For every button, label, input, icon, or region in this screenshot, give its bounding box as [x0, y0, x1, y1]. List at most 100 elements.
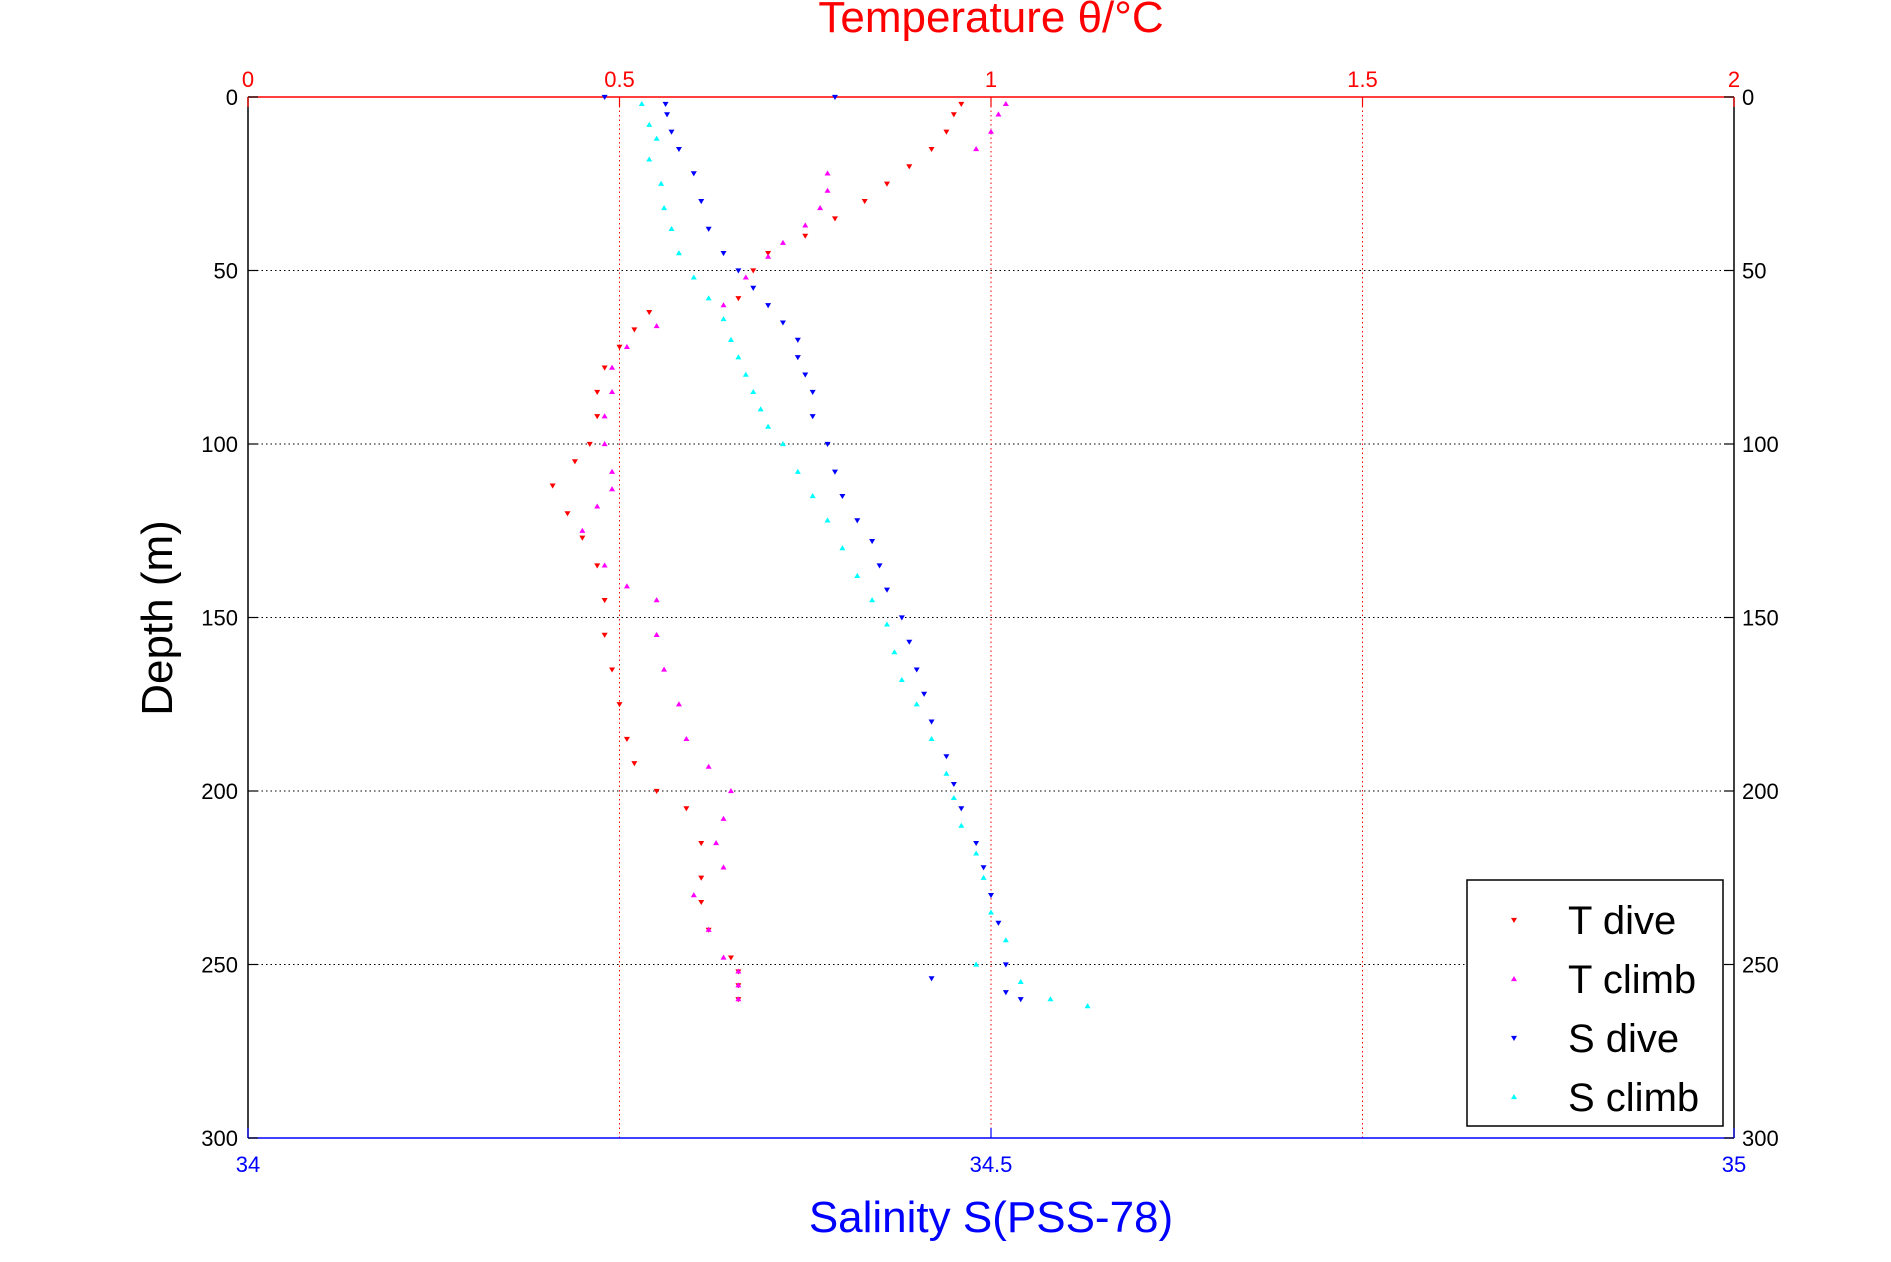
data-point	[913, 667, 920, 673]
legend-label: S climb	[1568, 1076, 1699, 1120]
data-point	[661, 205, 668, 211]
data-point	[601, 441, 608, 447]
data-point	[831, 216, 838, 222]
data-point	[928, 976, 935, 982]
data-marks	[549, 94, 1091, 1009]
data-point	[586, 441, 593, 447]
data-point	[623, 583, 630, 589]
legend-label: S dive	[1568, 1017, 1679, 1061]
data-point	[958, 806, 965, 812]
data-point	[883, 621, 890, 627]
data-point	[705, 295, 712, 301]
data-point	[594, 503, 601, 509]
data-point	[675, 250, 682, 256]
data-point	[623, 736, 630, 742]
depth-tick-label-right: 150	[1742, 606, 1779, 631]
data-point	[950, 112, 957, 118]
data-point	[750, 388, 757, 395]
data-point	[720, 302, 727, 308]
data-point	[802, 222, 809, 228]
temperature-tick-label: 0.5	[604, 67, 635, 92]
data-point	[742, 371, 749, 377]
depth-tick-label-right: 0	[1742, 85, 1754, 110]
data-point	[861, 199, 868, 205]
legend-label: T climb	[1568, 958, 1696, 1002]
data-point	[824, 170, 831, 176]
data-point	[750, 268, 757, 274]
data-point	[802, 233, 809, 239]
data-point	[943, 770, 950, 776]
data-point	[653, 135, 660, 141]
data-point	[675, 701, 682, 707]
data-point	[928, 735, 935, 742]
data-point	[779, 239, 786, 245]
data-point	[898, 676, 905, 683]
data-point	[794, 337, 801, 343]
data-point	[594, 414, 601, 420]
data-point	[928, 719, 935, 725]
data-point	[653, 597, 660, 603]
data-point	[698, 199, 705, 205]
data-point	[883, 587, 890, 593]
data-point	[950, 781, 957, 788]
data-point	[735, 996, 742, 1002]
depth-tick-label-left: 100	[201, 432, 238, 457]
data-point	[817, 205, 824, 211]
data-point	[601, 413, 608, 419]
data-point	[664, 112, 671, 118]
data-point	[973, 961, 980, 967]
data-point	[720, 316, 727, 322]
data-point	[735, 354, 742, 360]
data-point	[854, 518, 861, 524]
data-point	[913, 701, 920, 707]
data-point	[631, 761, 638, 767]
data-point	[980, 874, 987, 880]
data-point	[646, 156, 653, 162]
data-point	[698, 899, 705, 906]
data-point	[579, 535, 586, 541]
series-s-dive	[601, 94, 1024, 1003]
data-point	[943, 129, 950, 135]
data-point	[779, 441, 786, 447]
data-point	[757, 406, 764, 412]
data-point	[794, 468, 801, 474]
data-point	[839, 545, 846, 551]
data-point	[727, 788, 734, 794]
data-point	[609, 364, 616, 370]
data-point	[1047, 996, 1054, 1002]
data-point	[713, 840, 720, 846]
data-point	[891, 649, 898, 655]
data-point	[943, 754, 950, 760]
data-point	[653, 631, 660, 637]
chart-title: Temperature θ/°C	[818, 0, 1163, 42]
series-t-climb	[579, 100, 1009, 1002]
data-point	[906, 164, 913, 170]
data-point	[906, 639, 913, 645]
data-point	[601, 632, 608, 638]
depth-tick-label-left: 0	[226, 85, 238, 110]
data-point	[809, 414, 816, 420]
depth-tick-label-right: 300	[1742, 1126, 1779, 1151]
data-point	[869, 539, 876, 545]
grid	[248, 97, 1734, 1138]
data-point	[690, 892, 697, 898]
data-point	[662, 101, 669, 107]
data-point	[973, 146, 980, 152]
data-point	[802, 372, 809, 378]
data-point	[705, 763, 712, 769]
data-point	[1017, 997, 1024, 1003]
data-point	[995, 920, 1002, 926]
data-point	[601, 598, 608, 604]
data-point	[750, 285, 757, 291]
data-point	[950, 794, 957, 801]
data-point	[616, 344, 623, 350]
data-point	[973, 840, 980, 847]
data-point	[995, 111, 1002, 117]
depth-tick-label-right: 200	[1742, 779, 1779, 804]
data-point	[735, 268, 742, 274]
data-point	[594, 563, 601, 569]
data-point	[1002, 990, 1009, 996]
data-point	[839, 493, 846, 500]
data-point	[705, 226, 712, 232]
